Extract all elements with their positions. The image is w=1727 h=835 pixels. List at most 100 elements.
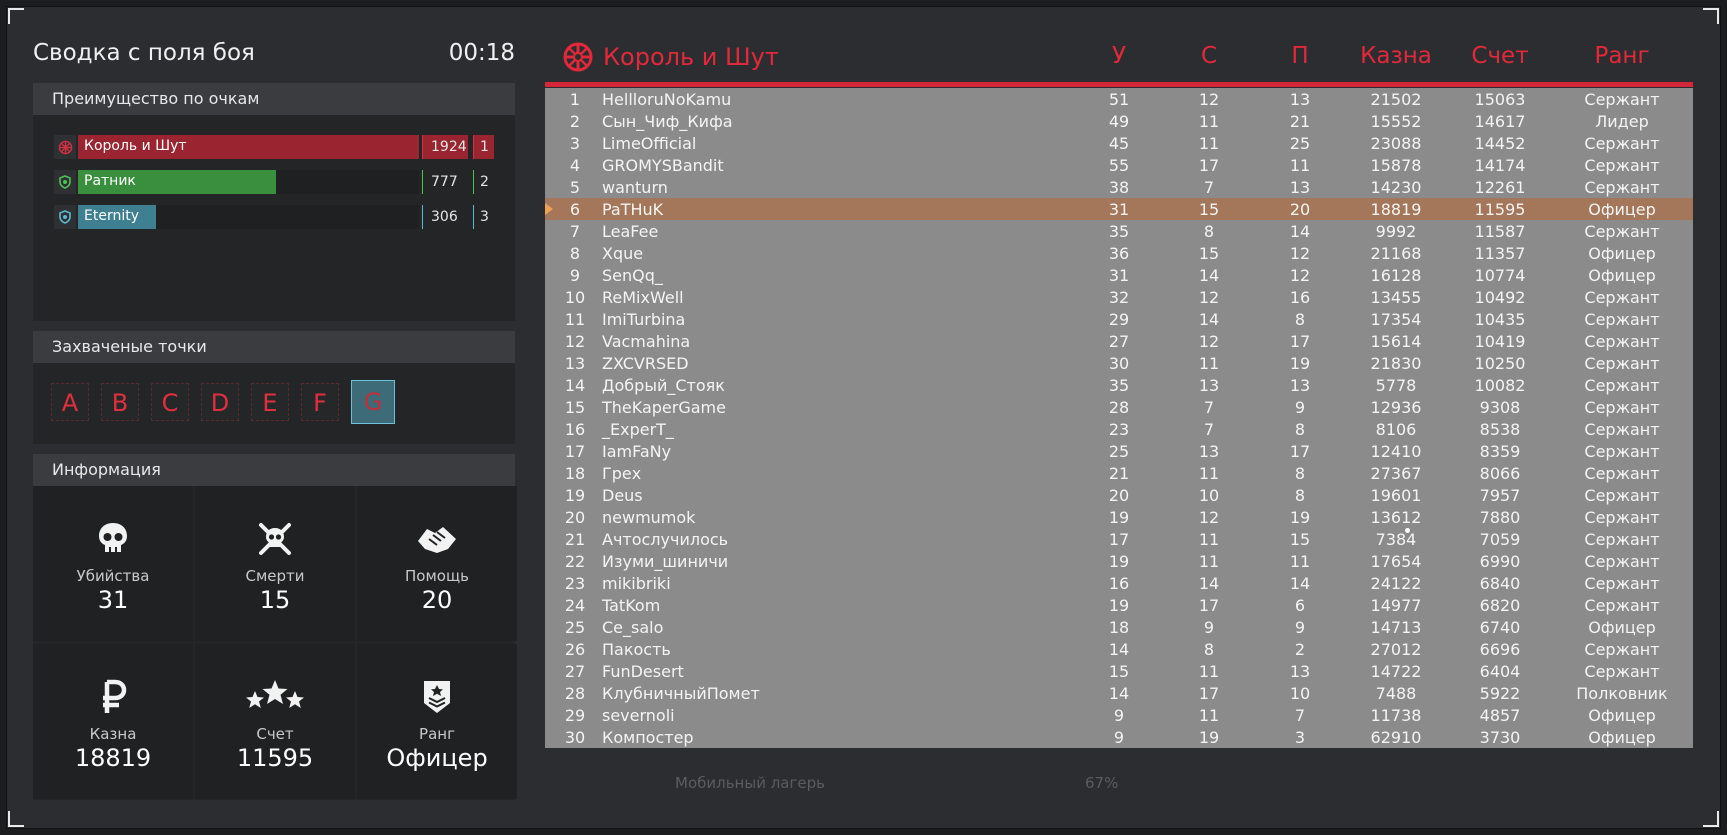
score: 4857 [1479,706,1521,725]
kills: 14 [1108,684,1130,703]
rank: Сержант [1584,596,1660,615]
deaths: 9 [1203,618,1215,637]
stat-value: 15 [259,586,291,614]
stat-label: Счет [256,725,294,743]
deaths: 7 [1203,398,1215,417]
rank: Сержант [1584,354,1660,373]
team-points: 306 [422,205,468,229]
rank: Офицер [1588,200,1656,219]
score: 11595 [1474,200,1526,219]
team-score-fill [78,135,419,159]
treasury: 19601 [1370,486,1422,505]
assists: 12 [1289,266,1311,285]
camp-label: Мобильный лагерь [675,774,825,792]
row-index: 3 [569,134,581,153]
summary-header: Сводка с поля боя 00:18 [27,36,515,72]
row-index: 28 [564,684,586,703]
row-index: 1 [569,90,581,109]
assists: 7 [1294,706,1306,725]
treasury: 11738 [1370,706,1422,725]
kills: 35 [1108,376,1130,395]
score: 14174 [1474,156,1526,175]
player-row-self: 6 PaTHuK 31 15 20 18819 11595 Офицер [545,198,1693,220]
treasury: 5778 [1375,376,1417,395]
row-index: 30 [564,728,586,747]
assists: 20 [1289,200,1311,219]
score: 7957 [1479,486,1521,505]
row-index: 16 [564,420,586,439]
score: 10435 [1474,310,1526,329]
kills: 45 [1108,134,1130,153]
stat-tile: Смерти 15 [195,486,355,641]
assists: 2 [1294,640,1306,659]
treasury: 14713 [1370,618,1422,637]
assists: 15 [1289,530,1311,549]
deaths: 14 [1198,266,1220,285]
player-row: 13 ZXCVRSED 30 11 19 21830 10250 Сержант [545,352,1693,374]
capture-point-c: C [151,383,189,421]
row-index: 20 [564,508,586,527]
header-divider [545,82,1693,87]
shield-icon [54,170,76,194]
team-place: 2 [473,170,494,194]
score: 7059 [1479,530,1521,549]
player-name: mikibriki [602,574,671,593]
stat-value: Офицер [386,744,488,772]
assists: 19 [1289,508,1311,527]
team-points: 1924 [422,135,468,159]
score: 11357 [1474,244,1526,263]
player-name: Изуми_шиничи [602,552,729,571]
kills: 23 [1108,420,1130,439]
player-row: 19 Deus 20 10 8 19601 7957 Сержант [545,484,1693,506]
player-name: ImiTurbina [602,310,686,329]
rank-badge-icon [424,681,450,713]
score: 6820 [1479,596,1521,615]
treasury: 14722 [1370,662,1422,681]
rank: Сержант [1584,640,1660,659]
team-score-bar: Eternity [78,205,419,229]
skull-icon [99,523,127,552]
kills: 9 [1113,728,1125,747]
player-row: 15 TheKaperGame 28 7 9 12936 9308 Сержант [545,396,1693,418]
score: 8538 [1479,420,1521,439]
deaths: 17 [1198,684,1220,703]
treasury: 24122 [1370,574,1422,593]
kills: 31 [1108,266,1130,285]
deaths: 11 [1198,552,1220,571]
assists: 16 [1289,288,1311,307]
treasury: 7488 [1375,684,1417,703]
treasury: 12936 [1370,398,1422,417]
rank: Офицер [1588,706,1656,725]
deaths: 19 [1198,728,1220,747]
rank: Офицер [1588,728,1656,747]
assists: 8 [1294,310,1306,329]
rank: Сержант [1584,530,1660,549]
player-row: 7 LeaFee 35 8 14 9992 11587 Сержант [545,220,1693,242]
row-index: 25 [564,618,586,637]
treasury: 18819 [1370,200,1422,219]
rank: Сержант [1584,134,1660,153]
skull-crossbones-icon [259,523,291,555]
stat-label: Помощь [405,567,469,585]
player-row: 22 Изуми_шиничи 19 11 11 17654 6990 Сержант [545,550,1693,572]
deaths: 11 [1198,662,1220,681]
rank: Сержант [1584,288,1660,307]
assists: 21 [1289,112,1311,131]
three-stars-icon [246,680,304,708]
treasury: 21168 [1370,244,1422,263]
row-index: 15 [564,398,586,417]
rank: Сержант [1584,178,1660,197]
team-points: 777 [422,170,468,194]
capture-point-e: E [251,383,289,421]
kills: 17 [1108,530,1130,549]
player-row: 3 LimeOfficial 45 11 25 23088 14452 Сержант [545,132,1693,154]
player-name: Ачтослучилось [602,530,729,549]
info-panel-header: Информация [33,454,515,486]
assists: 10 [1289,684,1311,703]
score: 10250 [1474,354,1526,373]
player-name: wanturn [602,178,668,197]
deaths: 11 [1198,464,1220,483]
score-advantage-panel: Преимущество по очкам Король и Шут 1924 … [33,83,515,321]
deaths: 15 [1198,200,1220,219]
rank: Сержант [1584,90,1660,109]
